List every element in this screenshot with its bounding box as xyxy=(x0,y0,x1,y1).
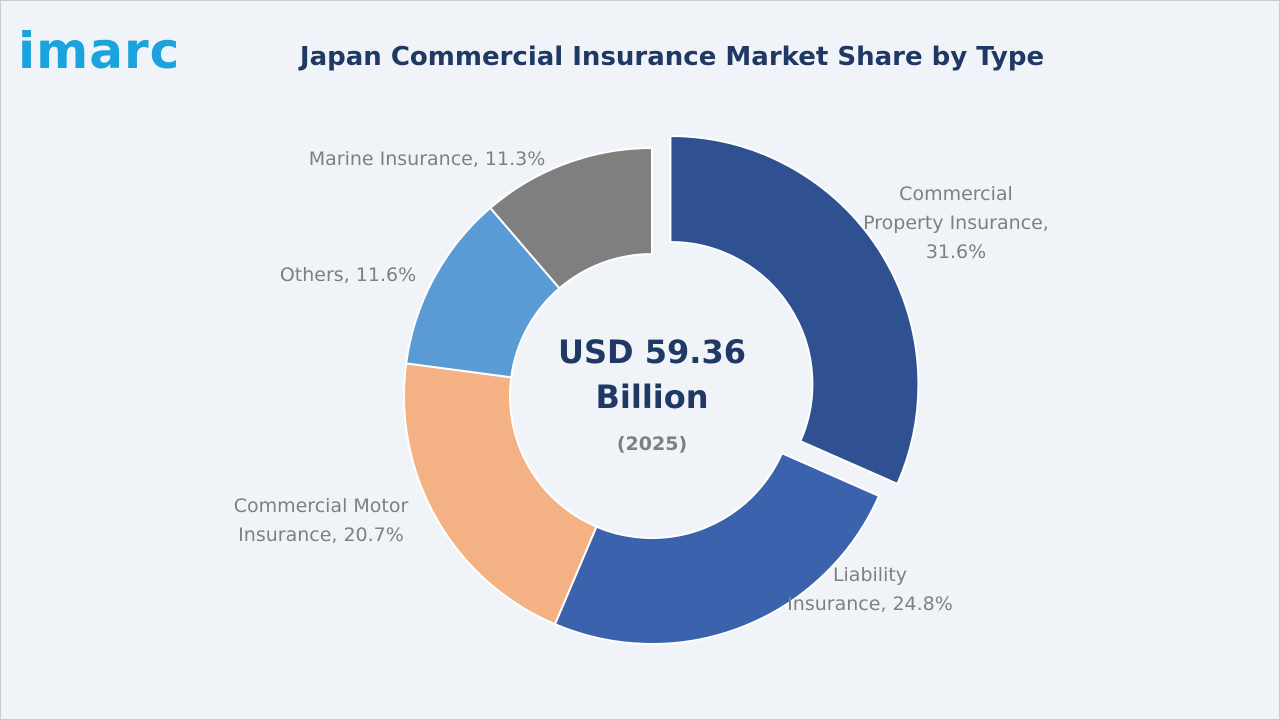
slice-label-commercial-motor-insurance: Commercial Motor Insurance, 20.7% xyxy=(234,495,409,546)
donut-slices xyxy=(403,134,920,645)
donut-slice-marine-insurance xyxy=(488,146,653,290)
slice-label-marine-insurance: Marine Insurance, 11.3% xyxy=(309,148,546,170)
center-year: (2025) xyxy=(617,433,687,455)
slice-label-line: Liability xyxy=(833,564,907,586)
slice-label-line: Property Insurance, xyxy=(863,212,1049,234)
donut-slice-commercial-motor-insurance xyxy=(403,362,598,626)
slice-label-line: Commercial xyxy=(899,183,1013,205)
slice-label-line: Marine Insurance, 11.3% xyxy=(309,148,546,170)
slice-label-others: Others, 11.6% xyxy=(280,264,416,286)
slice-label-line: Commercial Motor xyxy=(234,495,409,517)
donut-slice-liability-insurance xyxy=(553,451,881,645)
slice-label-liability-insurance: Liability Insurance, 24.8% xyxy=(787,564,953,615)
slice-label-commercial-property-insurance: Commercial Property Insurance, 31.6% xyxy=(863,183,1049,263)
slice-label-line: Insurance, 20.7% xyxy=(238,524,404,546)
donut-slice-commercial-property-insurance xyxy=(669,134,920,486)
imarc-logo: imarc xyxy=(18,22,181,80)
chart-title: Japan Commercial Insurance Market Share … xyxy=(299,42,1045,72)
slice-label-line: Insurance, 24.8% xyxy=(787,593,953,615)
slice-label-line: Others, 11.6% xyxy=(280,264,416,286)
donut-center: USD 59.36 Billion (2025) xyxy=(558,333,746,455)
center-value-line2: Billion xyxy=(595,378,708,416)
center-value-line1: USD 59.36 xyxy=(558,333,746,371)
slice-labels: Commercial Property Insurance, 31.6% Liabil… xyxy=(234,148,1049,615)
slice-label-line: 31.6% xyxy=(926,241,986,263)
